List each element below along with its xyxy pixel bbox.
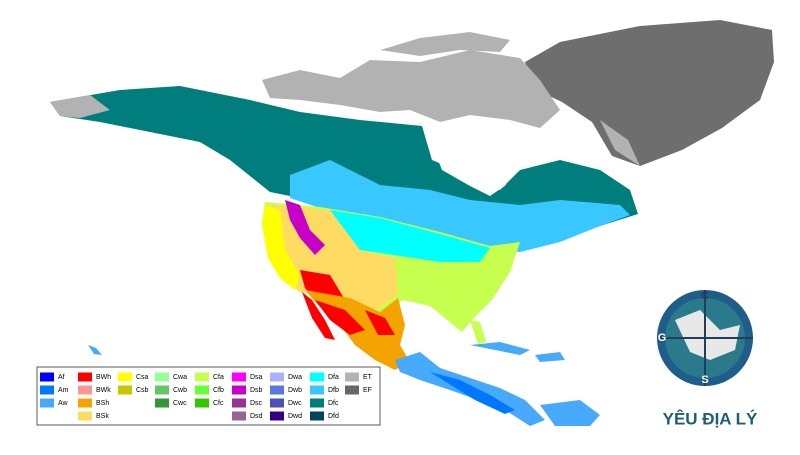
legend-swatch — [118, 372, 132, 382]
alaska-tundra — [50, 95, 110, 118]
legend-swatch — [155, 372, 169, 382]
legend-label: Cwb — [173, 387, 187, 394]
legend-swatch — [40, 385, 54, 395]
legend-swatch — [78, 385, 92, 395]
legend-swatch — [78, 411, 92, 421]
legend-swatch — [270, 398, 284, 408]
compass-letter: G — [658, 332, 667, 344]
legend-label: Dwc — [288, 400, 302, 407]
legend: Af Am Aw BWh BWk BSh BSk Csa Csb Cwa Cwb Cwc Cfa Cfb C… — [36, 366, 381, 426]
us-mountains — [285, 200, 325, 255]
central-america-wet — [430, 372, 515, 414]
hispaniola — [535, 352, 565, 362]
legend-swatch — [270, 385, 284, 395]
florida — [470, 320, 486, 344]
mexico-east — [365, 310, 395, 335]
legend-swatch — [310, 385, 324, 395]
legend-label: BWh — [96, 374, 111, 381]
canada-south — [290, 160, 630, 252]
legend-swatch — [195, 398, 209, 408]
legend-swatch — [155, 385, 169, 395]
legend-label: Am — [58, 387, 69, 394]
baja — [302, 292, 335, 340]
legend-label: Dsa — [250, 374, 263, 381]
legend-label: Af — [58, 374, 65, 381]
legend-label: Csa — [136, 374, 149, 381]
logo-land — [675, 310, 740, 360]
hawaii — [88, 345, 102, 355]
legend-swatch — [40, 398, 54, 408]
legend-swatch — [310, 372, 324, 382]
legend-label: ET — [363, 374, 373, 381]
legend-swatch — [232, 372, 246, 382]
legend-label: Dsd — [250, 413, 263, 420]
legend-swatch — [118, 385, 132, 395]
legend-swatch — [270, 372, 284, 382]
legend-label: BSh — [96, 400, 109, 407]
south-america-tip — [540, 400, 600, 426]
legend-label: Cfa — [213, 374, 224, 381]
legend-label: Dfb — [328, 387, 339, 394]
hudson-bay — [430, 130, 506, 196]
legend-swatch — [345, 385, 359, 395]
legend-label: Aw — [58, 400, 69, 407]
cuba — [470, 342, 530, 355]
legend-label: Dsb — [250, 387, 263, 394]
legend-label: Dfa — [328, 374, 339, 381]
legend-swatch — [232, 398, 246, 408]
legend-label: Cwa — [173, 374, 187, 381]
greenland-coast — [600, 120, 640, 166]
arctic-islands — [262, 50, 560, 128]
legend-swatch — [78, 398, 92, 408]
compass-letter: C — [701, 290, 709, 302]
us-north — [330, 210, 490, 262]
legend-label: BSk — [96, 413, 109, 420]
legend-label: Dwa — [288, 374, 302, 381]
legend-swatch — [155, 398, 169, 408]
logo: C G S YÊU ĐỊA LÝ — [657, 290, 758, 428]
legend-label: Dfd — [328, 413, 339, 420]
legend-label: BWk — [96, 387, 111, 394]
legend-label: Csb — [136, 387, 149, 394]
legend-label: Dfc — [328, 400, 339, 407]
legend-label: Dwb — [288, 387, 302, 394]
legend-swatch — [195, 385, 209, 395]
legend-swatch — [78, 372, 92, 382]
legend-label: Cwc — [173, 400, 187, 407]
greenland — [525, 20, 774, 166]
logo-text: YÊU ĐỊA LÝ — [663, 409, 758, 428]
legend-swatch — [232, 385, 246, 395]
legend-label: Cfb — [213, 387, 224, 394]
mexico-desert — [315, 300, 365, 335]
legend-swatch — [195, 372, 209, 382]
legend-swatch — [270, 411, 284, 421]
compass-letter: S — [701, 374, 708, 386]
arctic-islands-north — [380, 32, 510, 56]
us-west-coast — [262, 205, 300, 290]
legend-label: Dsc — [250, 400, 263, 407]
legend-swatch — [40, 372, 54, 382]
legend-label: EF — [363, 387, 372, 394]
legend-swatch — [232, 411, 246, 421]
climate-map — [50, 20, 774, 426]
legend-swatch — [310, 411, 324, 421]
legend-swatch — [345, 372, 359, 382]
legend-swatch — [310, 398, 324, 408]
legend-label: Dwd — [288, 413, 302, 420]
legend-label: Cfc — [213, 400, 224, 407]
